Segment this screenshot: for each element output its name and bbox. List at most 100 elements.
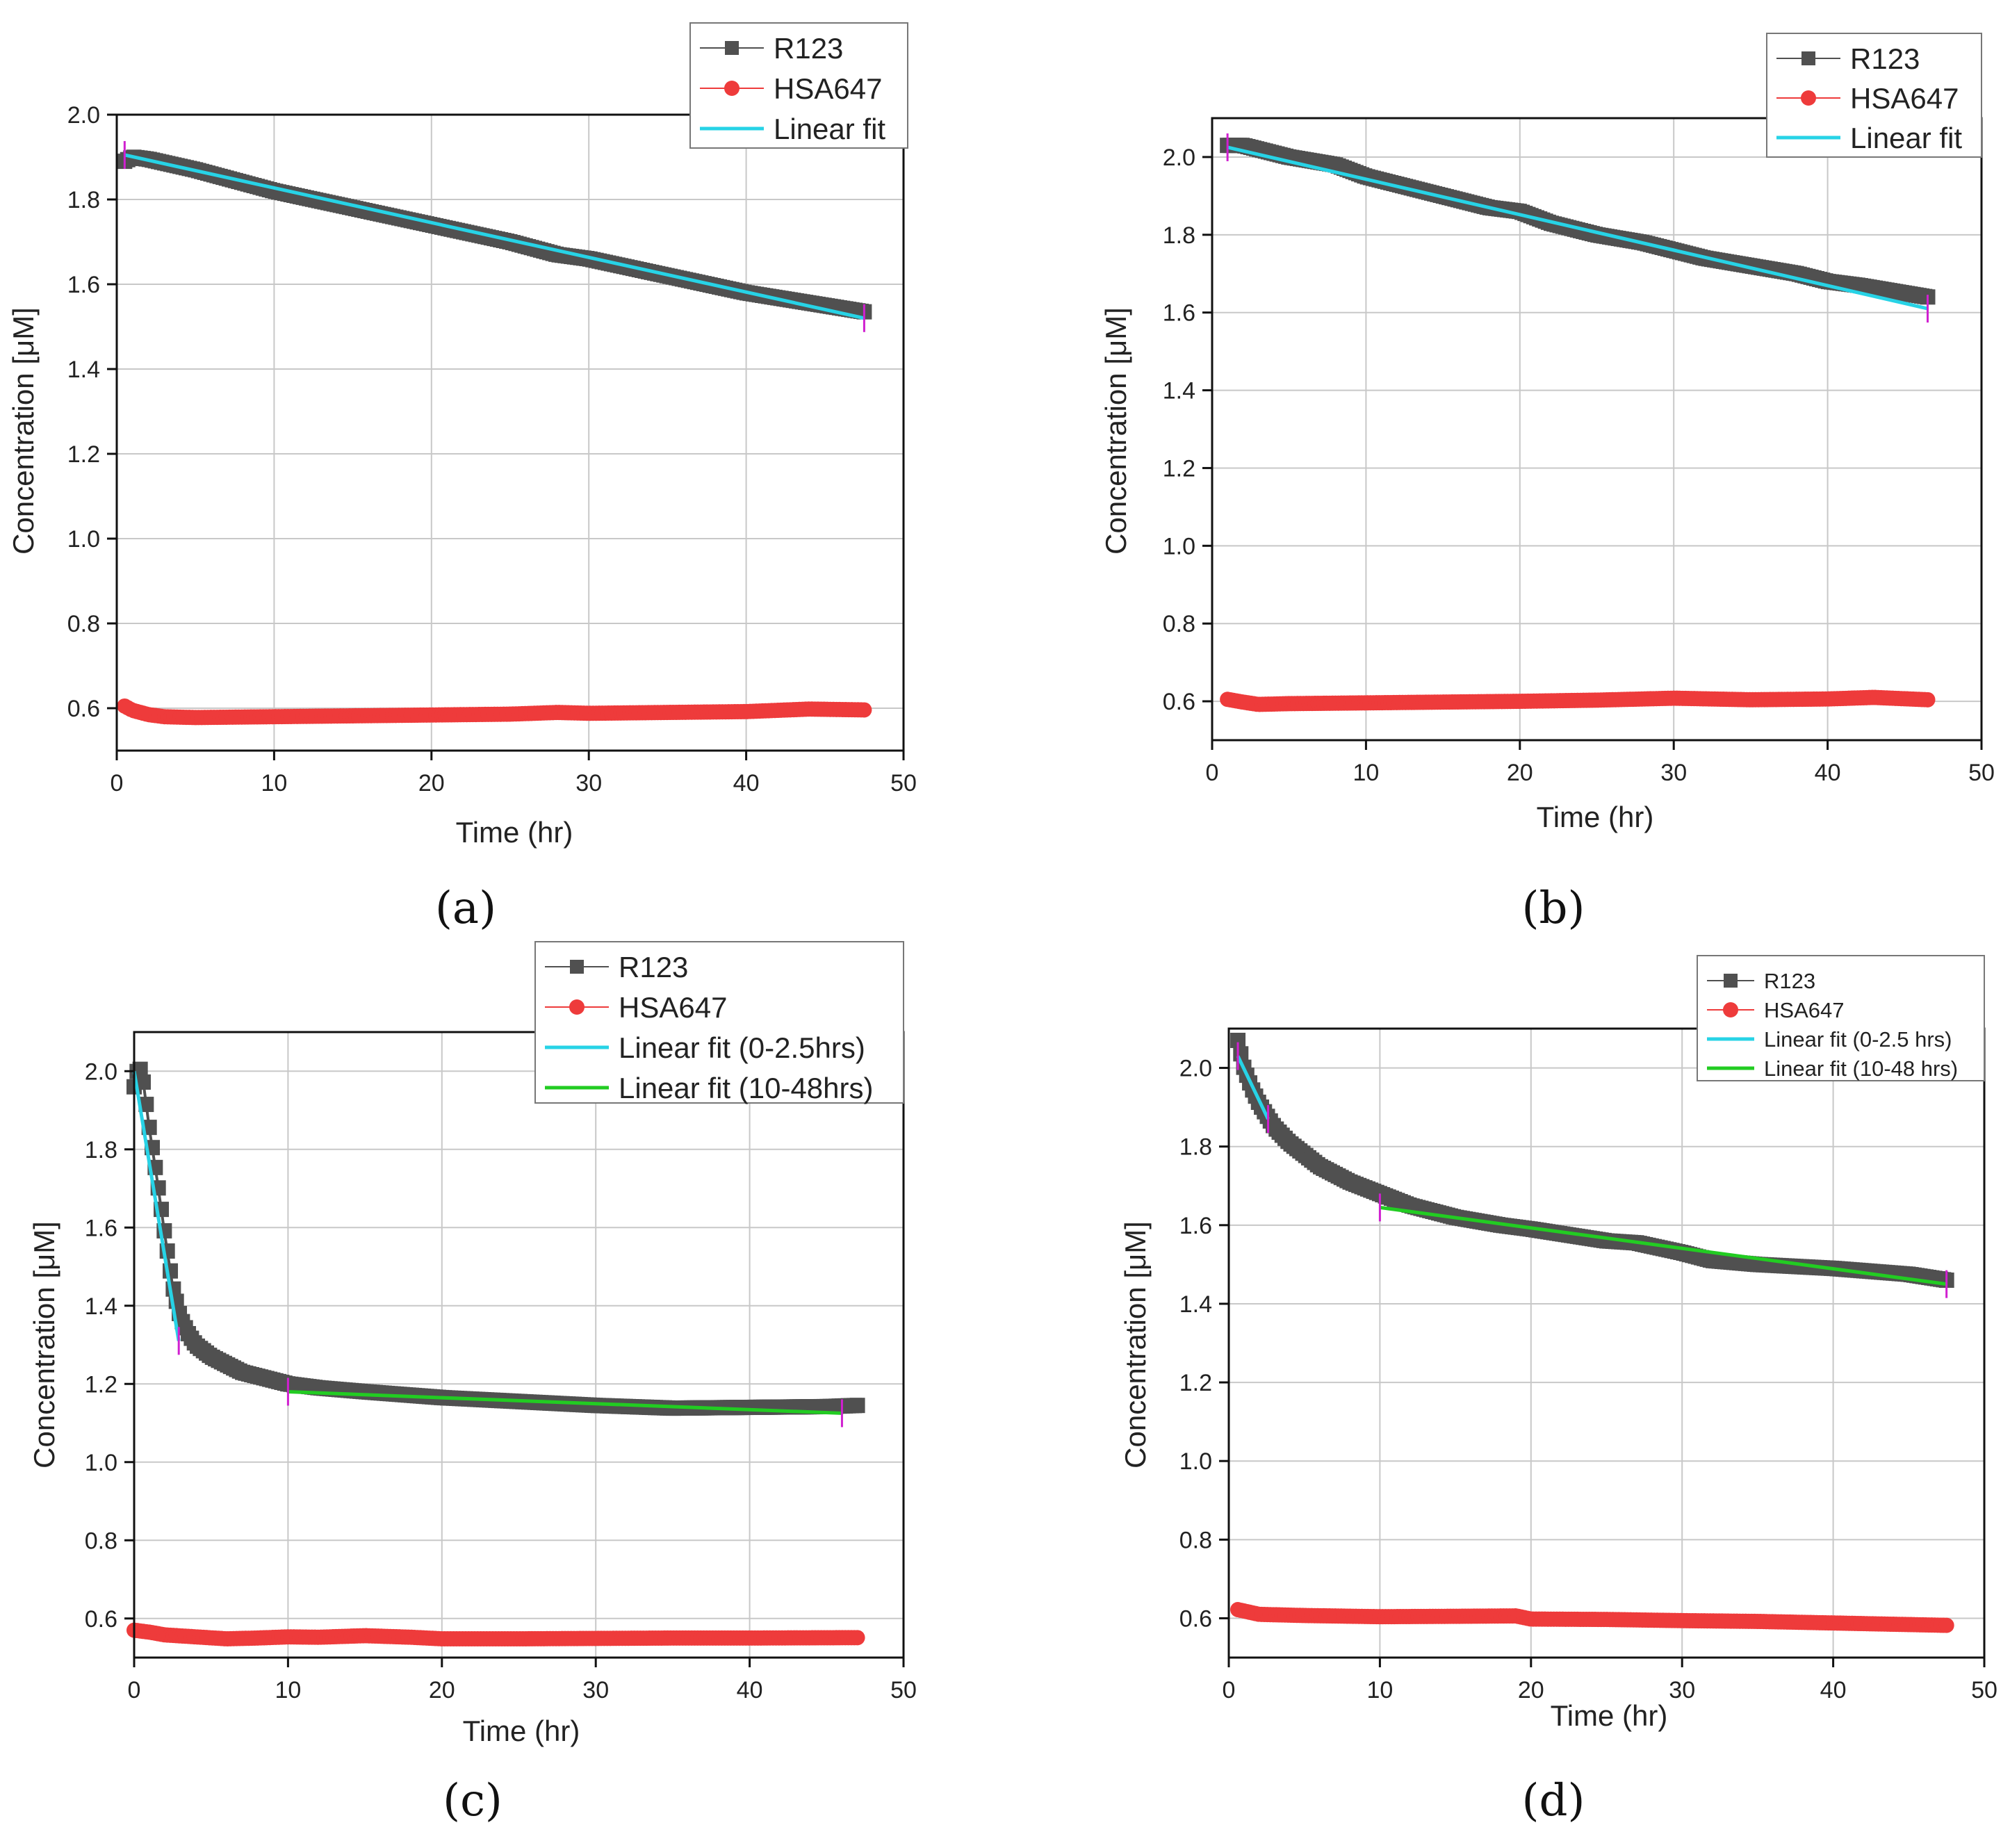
legend-item: Linear fit (0-2.5hrs): [545, 1031, 865, 1064]
legend-item: R123: [1776, 42, 1920, 75]
data-point-hsa647: [1920, 692, 1936, 708]
x-tick-label: 0: [111, 770, 124, 796]
legend-label: Linear fit (10-48 hrs): [1764, 1056, 1958, 1081]
panel-label: (b): [1522, 883, 1585, 934]
legend-label: HSA647: [1764, 998, 1844, 1022]
y-tick-label: 1.0: [67, 526, 100, 553]
y-axis-title: Concentration [μM]: [1100, 307, 1132, 555]
legend-label: HSA647: [619, 991, 727, 1024]
fit-line: [1227, 145, 1929, 311]
data-point-r123: [1230, 1032, 1246, 1048]
legend-box: [1697, 955, 1985, 1081]
data-point-r123: [849, 1398, 865, 1414]
legend-label: HSA647: [1850, 82, 1959, 115]
legend-label: Linear fit (0-2.5hrs): [619, 1031, 865, 1064]
y-tick-label: 1.4: [85, 1293, 117, 1320]
fit-line: [288, 1390, 842, 1415]
y-tick-label: 2.0: [85, 1058, 117, 1085]
legend-item: HSA647: [700, 72, 882, 105]
x-axis-title: Time (hr): [1537, 801, 1654, 833]
legend-swatch-circle: [1723, 1002, 1738, 1017]
x-tick-label: 30: [1669, 1677, 1695, 1703]
y-axis-title: Concentration [μM]: [1119, 1221, 1152, 1469]
y-tick-label: 1.6: [1179, 1213, 1212, 1239]
y-axis-title: Concentration [μM]: [28, 1221, 60, 1469]
data-point-hsa647: [849, 1630, 865, 1646]
y-tick-label: 1.8: [1163, 222, 1195, 249]
fit-line: [1236, 1055, 1270, 1120]
y-tick-label: 2.0: [67, 102, 100, 129]
y-tick-label: 2.0: [1179, 1056, 1212, 1082]
x-tick-label: 30: [582, 1677, 609, 1703]
data-point-r123: [132, 1061, 148, 1077]
y-tick-label: 1.0: [85, 1450, 117, 1476]
x-tick-label: 40: [737, 1677, 763, 1703]
fit-line: [132, 1070, 181, 1341]
y-tick-label: 1.6: [1163, 300, 1195, 327]
x-tick-label: 0: [128, 1677, 141, 1703]
legend-label: Linear fit: [774, 113, 885, 145]
x-tick-label: 40: [1815, 760, 1841, 786]
legend-item: HSA647: [1707, 998, 1844, 1022]
y-axis-title: Concentration [μM]: [7, 307, 40, 555]
chart-panel-d: 0 10 20 30 40 50 0.6 0.8 1.0 1.2 1.4 1.6 1.8 2.0 Time …: [1119, 955, 1997, 1826]
y-tick-label: 0.6: [1179, 1605, 1212, 1632]
legend-label: HSA647: [774, 72, 882, 105]
y-tick-label: 1.8: [85, 1137, 117, 1163]
x-tick-label: 0: [1223, 1677, 1236, 1703]
x-axis-title: Time (hr): [463, 1715, 580, 1747]
y-tick-label: 0.8: [85, 1528, 117, 1554]
y-tick-label: 0.8: [1179, 1527, 1212, 1553]
x-tick-label: 30: [575, 770, 602, 796]
x-tick-label: 20: [429, 1677, 455, 1703]
y-tick-label: 1.6: [67, 272, 100, 298]
x-tick-label: 50: [890, 770, 917, 796]
y-tick-label: 1.8: [67, 187, 100, 213]
legend-box: [534, 941, 904, 1104]
x-tick-label: 10: [261, 770, 287, 796]
data-point-r123: [138, 1097, 154, 1113]
y-tick-label: 1.2: [85, 1371, 117, 1398]
legend-item: HSA647: [545, 991, 727, 1024]
x-tick-label: 50: [1968, 760, 1995, 786]
y-tick-label: 1.2: [1179, 1370, 1212, 1396]
axes-frame: [115, 113, 905, 752]
y-tick-label: 0.6: [85, 1606, 117, 1633]
data-point-hsa647: [1938, 1617, 1954, 1633]
legend-swatch-square: [1801, 51, 1815, 65]
legend-swatch-square: [570, 960, 584, 974]
panel-label: (d): [1522, 1775, 1585, 1826]
legend-label: R123: [619, 951, 688, 983]
chart-panel-c: 0 10 20 30 40 50 0.6 0.8 1.0 1.2 1.4 1.6 1.8 2.0 Time …: [28, 941, 917, 1826]
y-tick-label: 1.2: [1163, 455, 1195, 482]
y-tick-label: 1.8: [1179, 1134, 1212, 1161]
legend: R123 HSA647 Linear fit: [1766, 33, 1982, 158]
legend-item: Linear fit (10-48hrs): [545, 1072, 874, 1104]
chart-panel-a: 0 10 20 30 40 50 0.6 0.8 1.0 1.2 1.4 1.6 1.8 2.0 Time …: [7, 22, 917, 934]
legend-swatch-square: [725, 41, 739, 55]
x-tick-label: 20: [418, 770, 445, 796]
legend-label: Linear fit: [1850, 122, 1962, 154]
panel-label: (c): [443, 1775, 502, 1826]
legend-item: R123: [1707, 969, 1815, 993]
x-tick-label: 10: [1353, 760, 1379, 786]
plot-area: [1229, 1029, 1984, 1658]
data-point-r123: [136, 1074, 152, 1090]
y-tick-label: 1.0: [1179, 1448, 1212, 1475]
legend-item: Linear fit (0-2.5 hrs): [1707, 1027, 1952, 1052]
axes-frame: [1211, 117, 1983, 742]
fit-1: [123, 140, 865, 332]
y-tick-label: 0.8: [1163, 611, 1195, 637]
x-tick-label: 30: [1660, 760, 1687, 786]
x-tick-label: 10: [275, 1677, 301, 1703]
y-tick-label: 1.6: [85, 1215, 117, 1241]
y-tick-label: 2.0: [1163, 145, 1195, 171]
x-tick-label: 50: [890, 1677, 917, 1703]
x-tick-label: 10: [1366, 1677, 1393, 1703]
chart-panel-b: 0 10 20 30 40 50 0.6 0.8 1.0 1.2 1.4 1.6 1.8 2.0 Time …: [1100, 33, 1995, 934]
y-tick-label: 0.8: [67, 611, 100, 637]
legend-label: R123: [1764, 969, 1815, 993]
x-axis-title: Time (hr): [1551, 1699, 1668, 1732]
x-axis-title: Time (hr): [456, 816, 573, 849]
y-tick-label: 1.4: [67, 357, 100, 383]
